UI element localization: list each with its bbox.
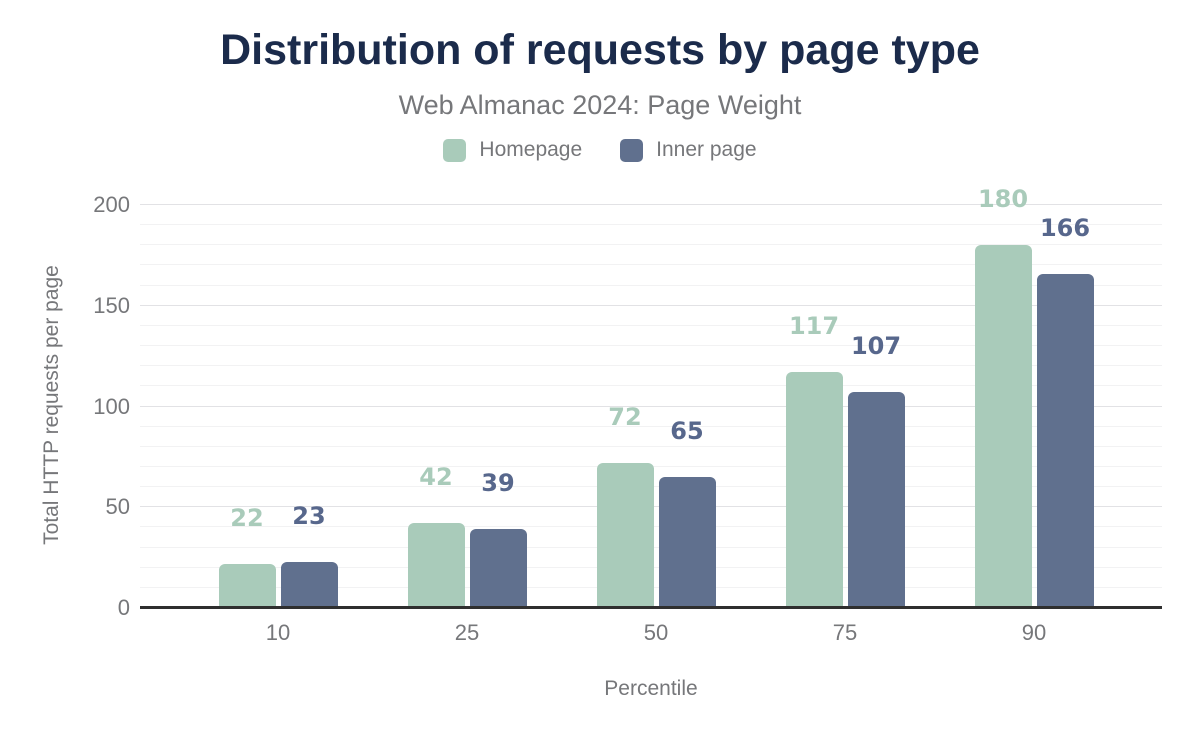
x-tick-label: 90 — [1021, 620, 1047, 645]
data-label-homepage-p25: 42 — [419, 463, 453, 492]
data-label-inner-page-p75: 107 — [850, 332, 902, 361]
gridline — [140, 385, 1162, 387]
data-label-inner-page-p10: 23 — [292, 501, 326, 530]
gridline — [140, 264, 1162, 266]
bar-inner-page-p50 — [658, 477, 716, 608]
data-label-inner-page-p90: 166 — [1039, 213, 1091, 242]
bar-inner-page-p90 — [1036, 273, 1094, 608]
legend-swatch-inner-page — [620, 138, 644, 162]
data-label-homepage-p90: 180 — [977, 185, 1029, 214]
gridline — [140, 324, 1162, 326]
data-label-inner-page-p50: 65 — [670, 417, 704, 446]
x-tick-label: 50 — [643, 620, 669, 645]
data-label-homepage-p50: 72 — [608, 402, 642, 431]
legend-swatch-homepage — [443, 138, 467, 162]
y-tick-label: 100 — [93, 393, 130, 419]
x-tick-label: 10 — [265, 620, 291, 645]
gridline — [140, 365, 1162, 367]
y-tick-label: 0 — [117, 595, 130, 620]
data-label-homepage-p75: 117 — [788, 312, 840, 341]
data-label-inner-page-p25: 39 — [481, 469, 515, 498]
legend-item-inner-page[interactable]: Inner page — [620, 138, 757, 162]
bar-homepage-p25 — [407, 523, 465, 608]
gridline — [140, 445, 1162, 447]
bar-homepage-p75 — [785, 372, 843, 608]
x-axis-title: Percentile — [604, 677, 698, 700]
y-tick-label: 200 — [93, 192, 130, 217]
plot-area: 22 42 72 117 180 23 39 65 107 166 10 25 50 75 90 — [140, 187, 1162, 645]
x-tick-label: 75 — [832, 620, 858, 645]
gridline — [140, 345, 1162, 347]
y-tick-label: 50 — [105, 494, 130, 520]
gridline — [140, 284, 1162, 286]
bar-homepage-p90 — [974, 245, 1032, 608]
bar-inner-page-p75 — [847, 392, 905, 608]
gridline — [140, 405, 1162, 407]
gridline — [140, 204, 1162, 205]
bar-homepage-p50 — [596, 462, 654, 608]
chart-subtitle: Web Almanac 2024: Page Weight — [398, 90, 802, 120]
data-label-homepage-p10: 22 — [230, 503, 264, 532]
legend-label-homepage: Homepage — [479, 138, 583, 161]
gridline — [140, 224, 1162, 226]
gridline — [140, 244, 1162, 246]
legend-item-homepage[interactable]: Homepage — [443, 138, 582, 162]
bar-inner-page-p10 — [280, 561, 338, 608]
legend: Homepage Inner page — [0, 138, 1200, 162]
gridline — [140, 304, 1162, 306]
legend-label-inner-page: Inner page — [656, 138, 757, 161]
bar-homepage-p10 — [218, 563, 276, 608]
y-tick-label: 150 — [93, 292, 130, 318]
x-axis-line — [140, 606, 1162, 609]
gridline — [140, 425, 1162, 427]
x-tick-label: 25 — [454, 620, 480, 645]
bar-inner-page-p25 — [469, 529, 527, 608]
chart-title: Distribution of requests by page type — [220, 26, 980, 74]
